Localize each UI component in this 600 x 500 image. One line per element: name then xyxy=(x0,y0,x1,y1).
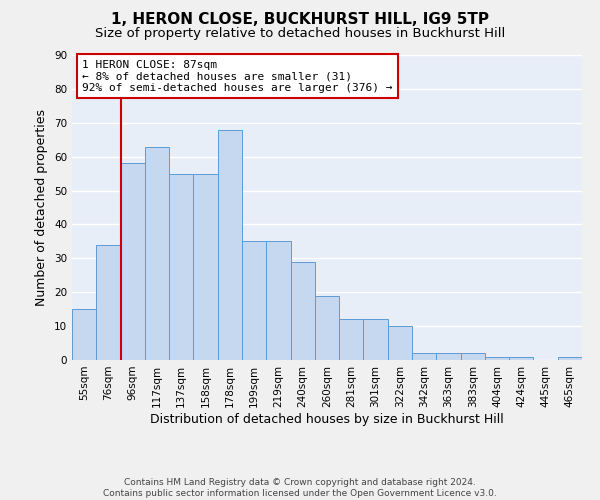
Bar xyxy=(412,353,436,360)
Bar xyxy=(290,262,315,360)
Bar xyxy=(96,245,121,360)
Bar xyxy=(193,174,218,360)
Text: 1 HERON CLOSE: 87sqm
← 8% of detached houses are smaller (31)
92% of semi-detach: 1 HERON CLOSE: 87sqm ← 8% of detached ho… xyxy=(82,60,392,93)
Bar xyxy=(218,130,242,360)
Bar xyxy=(339,320,364,360)
Bar xyxy=(436,353,461,360)
Bar xyxy=(388,326,412,360)
Y-axis label: Number of detached properties: Number of detached properties xyxy=(35,109,49,306)
Bar xyxy=(485,356,509,360)
Bar xyxy=(461,353,485,360)
Text: Size of property relative to detached houses in Buckhurst Hill: Size of property relative to detached ho… xyxy=(95,28,505,40)
Bar xyxy=(558,356,582,360)
Bar xyxy=(145,146,169,360)
Bar xyxy=(315,296,339,360)
Bar xyxy=(266,242,290,360)
Bar xyxy=(509,356,533,360)
Bar xyxy=(72,309,96,360)
X-axis label: Distribution of detached houses by size in Buckhurst Hill: Distribution of detached houses by size … xyxy=(150,412,504,426)
Bar xyxy=(242,242,266,360)
Text: 1, HERON CLOSE, BUCKHURST HILL, IG9 5TP: 1, HERON CLOSE, BUCKHURST HILL, IG9 5TP xyxy=(111,12,489,28)
Text: Contains HM Land Registry data © Crown copyright and database right 2024.
Contai: Contains HM Land Registry data © Crown c… xyxy=(103,478,497,498)
Bar xyxy=(364,320,388,360)
Bar xyxy=(169,174,193,360)
Bar xyxy=(121,164,145,360)
